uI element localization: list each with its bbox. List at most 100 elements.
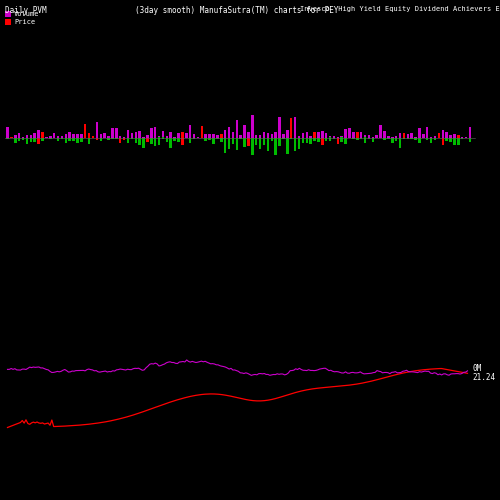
Bar <box>332 136 335 138</box>
Bar <box>80 138 82 142</box>
Bar <box>134 138 137 143</box>
Bar <box>356 138 358 140</box>
Bar <box>224 138 226 153</box>
Bar <box>130 138 133 140</box>
Bar <box>352 138 354 140</box>
Bar <box>14 138 16 143</box>
Bar <box>387 138 390 140</box>
Bar <box>216 136 218 138</box>
Bar <box>251 138 254 156</box>
Bar <box>263 132 266 138</box>
Bar <box>442 138 444 144</box>
Bar <box>336 138 339 143</box>
Bar <box>30 135 32 138</box>
Bar <box>426 138 428 140</box>
Bar <box>68 138 71 140</box>
Bar <box>247 138 250 146</box>
Bar <box>228 126 230 138</box>
Bar <box>26 134 28 138</box>
Bar <box>174 137 176 138</box>
Bar <box>49 136 51 138</box>
Bar <box>170 132 172 138</box>
Bar <box>391 137 394 138</box>
Bar <box>216 138 218 139</box>
Bar <box>402 138 405 140</box>
Bar <box>321 138 324 144</box>
Bar <box>418 128 420 138</box>
Bar <box>298 136 300 138</box>
Bar <box>410 132 413 138</box>
Bar <box>286 138 288 154</box>
Bar <box>298 138 300 149</box>
Bar <box>383 131 386 138</box>
Bar <box>461 136 464 138</box>
Bar <box>108 136 110 138</box>
Bar <box>446 132 448 138</box>
Bar <box>5 11 11 17</box>
Bar <box>88 133 90 138</box>
Bar <box>406 134 409 138</box>
Bar <box>100 134 102 138</box>
Bar <box>60 138 63 140</box>
Bar <box>290 138 292 140</box>
Bar <box>314 138 316 141</box>
Bar <box>146 138 148 141</box>
Bar <box>220 138 222 142</box>
Bar <box>119 138 122 142</box>
Bar <box>204 134 207 138</box>
Bar <box>185 133 188 138</box>
Bar <box>212 138 214 144</box>
Bar <box>325 133 328 138</box>
Bar <box>126 130 129 138</box>
Bar <box>150 128 152 138</box>
Bar <box>263 138 266 144</box>
Bar <box>446 138 448 140</box>
Bar <box>18 133 21 138</box>
Bar <box>352 132 354 138</box>
Bar <box>6 128 8 138</box>
Bar <box>469 127 471 138</box>
Bar <box>434 138 436 140</box>
Bar <box>138 131 141 138</box>
Bar <box>380 125 382 138</box>
Bar <box>166 136 168 138</box>
Bar <box>130 133 133 138</box>
Bar <box>14 134 16 138</box>
Bar <box>406 138 409 139</box>
Bar <box>53 132 56 138</box>
Bar <box>259 135 262 138</box>
Bar <box>266 134 269 138</box>
Bar <box>317 138 320 142</box>
Bar <box>5 19 11 25</box>
Bar <box>306 132 308 138</box>
Bar <box>228 138 230 149</box>
Text: Volume: Volume <box>14 11 40 17</box>
Bar <box>302 138 304 143</box>
Bar <box>41 132 43 138</box>
Bar <box>364 135 366 138</box>
Bar <box>364 138 366 143</box>
Text: Daily PVM: Daily PVM <box>5 6 46 15</box>
Bar <box>76 134 78 138</box>
Bar <box>340 138 343 141</box>
Bar <box>314 132 316 138</box>
Bar <box>208 134 211 138</box>
Text: 21.24: 21.24 <box>472 373 496 382</box>
Bar <box>100 138 102 141</box>
Bar <box>208 138 211 140</box>
Bar <box>126 138 129 142</box>
Bar <box>123 138 126 140</box>
Bar <box>410 138 413 140</box>
Bar <box>368 135 370 138</box>
Bar <box>383 138 386 140</box>
Bar <box>181 138 184 145</box>
Bar <box>108 138 110 140</box>
Bar <box>274 138 277 154</box>
Bar <box>88 138 90 144</box>
Bar <box>10 137 12 138</box>
Bar <box>41 138 43 141</box>
Bar <box>111 128 114 138</box>
Bar <box>38 130 40 138</box>
Bar <box>402 133 405 138</box>
Bar <box>22 138 25 140</box>
